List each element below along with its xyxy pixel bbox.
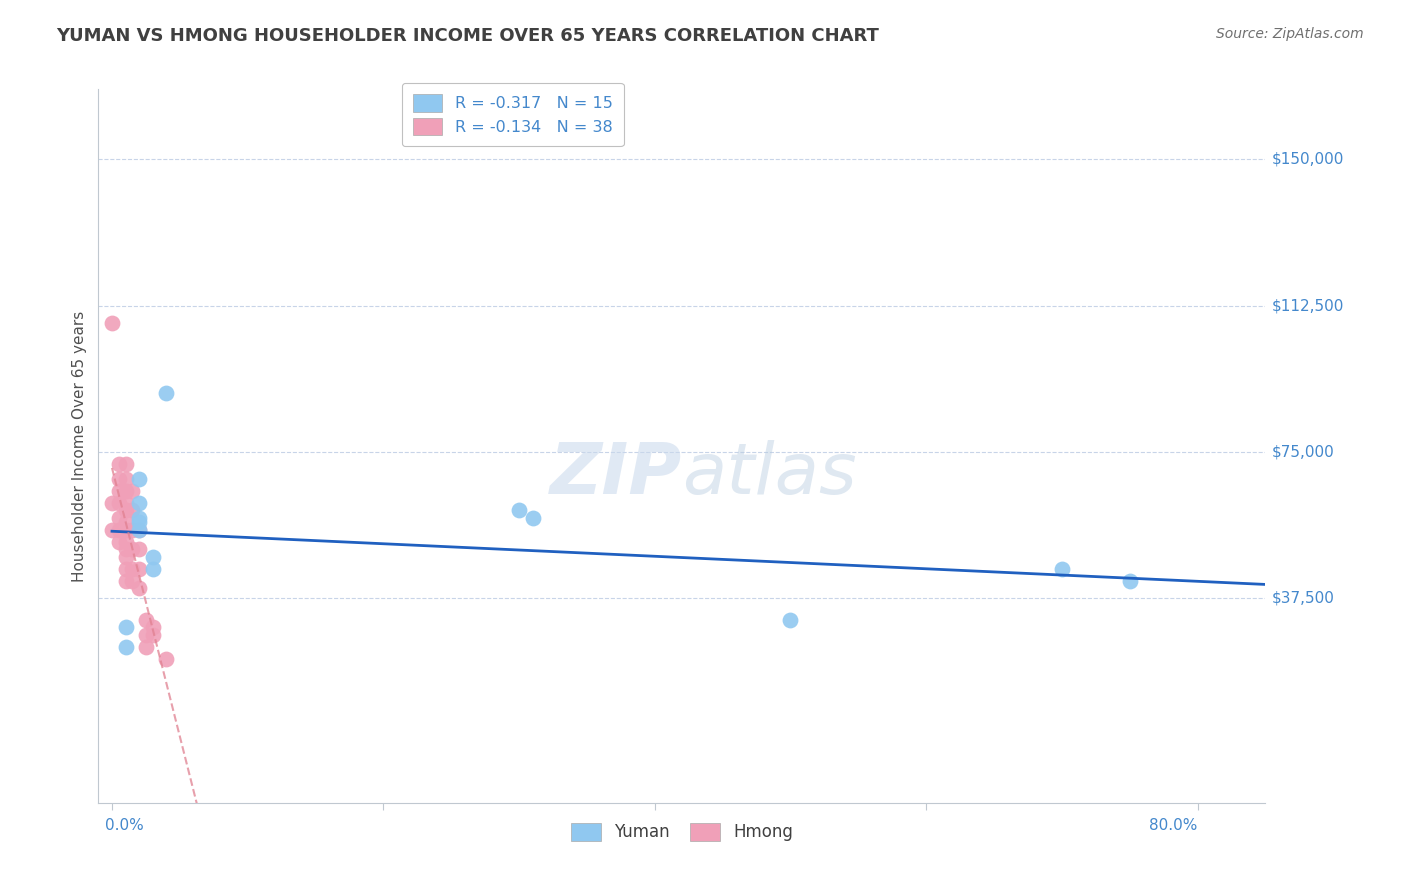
Point (522, 511, 544, 525)
Point (107, 523, 129, 537)
Text: $150,000: $150,000 (1272, 152, 1344, 167)
Point (142, 620, 165, 634)
Point (114, 542, 136, 557)
Y-axis label: Householder Income Over 65 years: Householder Income Over 65 years (72, 310, 87, 582)
Point (114, 523, 136, 537)
Point (107, 483, 129, 498)
Point (128, 511, 150, 525)
Text: YUMAN VS HMONG HOUSEHOLDER INCOME OVER 65 YEARS CORRELATION CHART: YUMAN VS HMONG HOUSEHOLDER INCOME OVER 6… (56, 27, 879, 45)
Point (101, 523, 124, 537)
Point (128, 495, 150, 509)
Point (114, 503, 136, 517)
Point (142, 562, 165, 576)
Point (107, 511, 129, 525)
Point (1118, 574, 1140, 588)
Point (135, 628, 157, 642)
Point (114, 472, 136, 486)
Text: $37,500: $37,500 (1272, 591, 1336, 606)
Point (114, 483, 136, 498)
Point (114, 495, 136, 509)
Point (114, 550, 136, 565)
Point (155, 651, 177, 665)
Point (101, 495, 124, 509)
Point (1050, 562, 1073, 576)
Point (121, 574, 143, 588)
Point (114, 620, 136, 634)
Text: 0.0%: 0.0% (105, 818, 143, 833)
Point (114, 640, 136, 654)
Point (128, 515, 150, 529)
Point (135, 613, 157, 627)
Point (508, 503, 530, 517)
Point (121, 503, 143, 517)
Legend: Yuman, Hmong: Yuman, Hmong (564, 816, 800, 848)
Point (121, 483, 143, 498)
Point (107, 472, 129, 486)
Point (107, 495, 129, 509)
Point (128, 523, 150, 537)
Point (114, 457, 136, 471)
Point (114, 515, 136, 529)
Point (135, 640, 157, 654)
Point (121, 542, 143, 557)
Point (779, 613, 801, 627)
Text: 80.0%: 80.0% (1149, 818, 1198, 833)
Text: ZIP: ZIP (550, 440, 682, 509)
Point (128, 542, 150, 557)
Point (121, 523, 143, 537)
Text: atlas: atlas (682, 440, 856, 509)
Point (107, 457, 129, 471)
Point (114, 562, 136, 576)
Point (128, 472, 150, 486)
Point (101, 316, 124, 330)
Point (128, 582, 150, 596)
Text: $112,500: $112,500 (1272, 298, 1344, 313)
Text: $75,000: $75,000 (1272, 444, 1334, 459)
Point (155, 386, 177, 401)
Point (114, 534, 136, 549)
Point (107, 534, 129, 549)
Point (128, 523, 150, 537)
Point (128, 562, 150, 576)
Point (142, 628, 165, 642)
Point (114, 574, 136, 588)
Point (142, 550, 165, 565)
Text: Source: ZipAtlas.com: Source: ZipAtlas.com (1216, 27, 1364, 41)
Point (121, 562, 143, 576)
